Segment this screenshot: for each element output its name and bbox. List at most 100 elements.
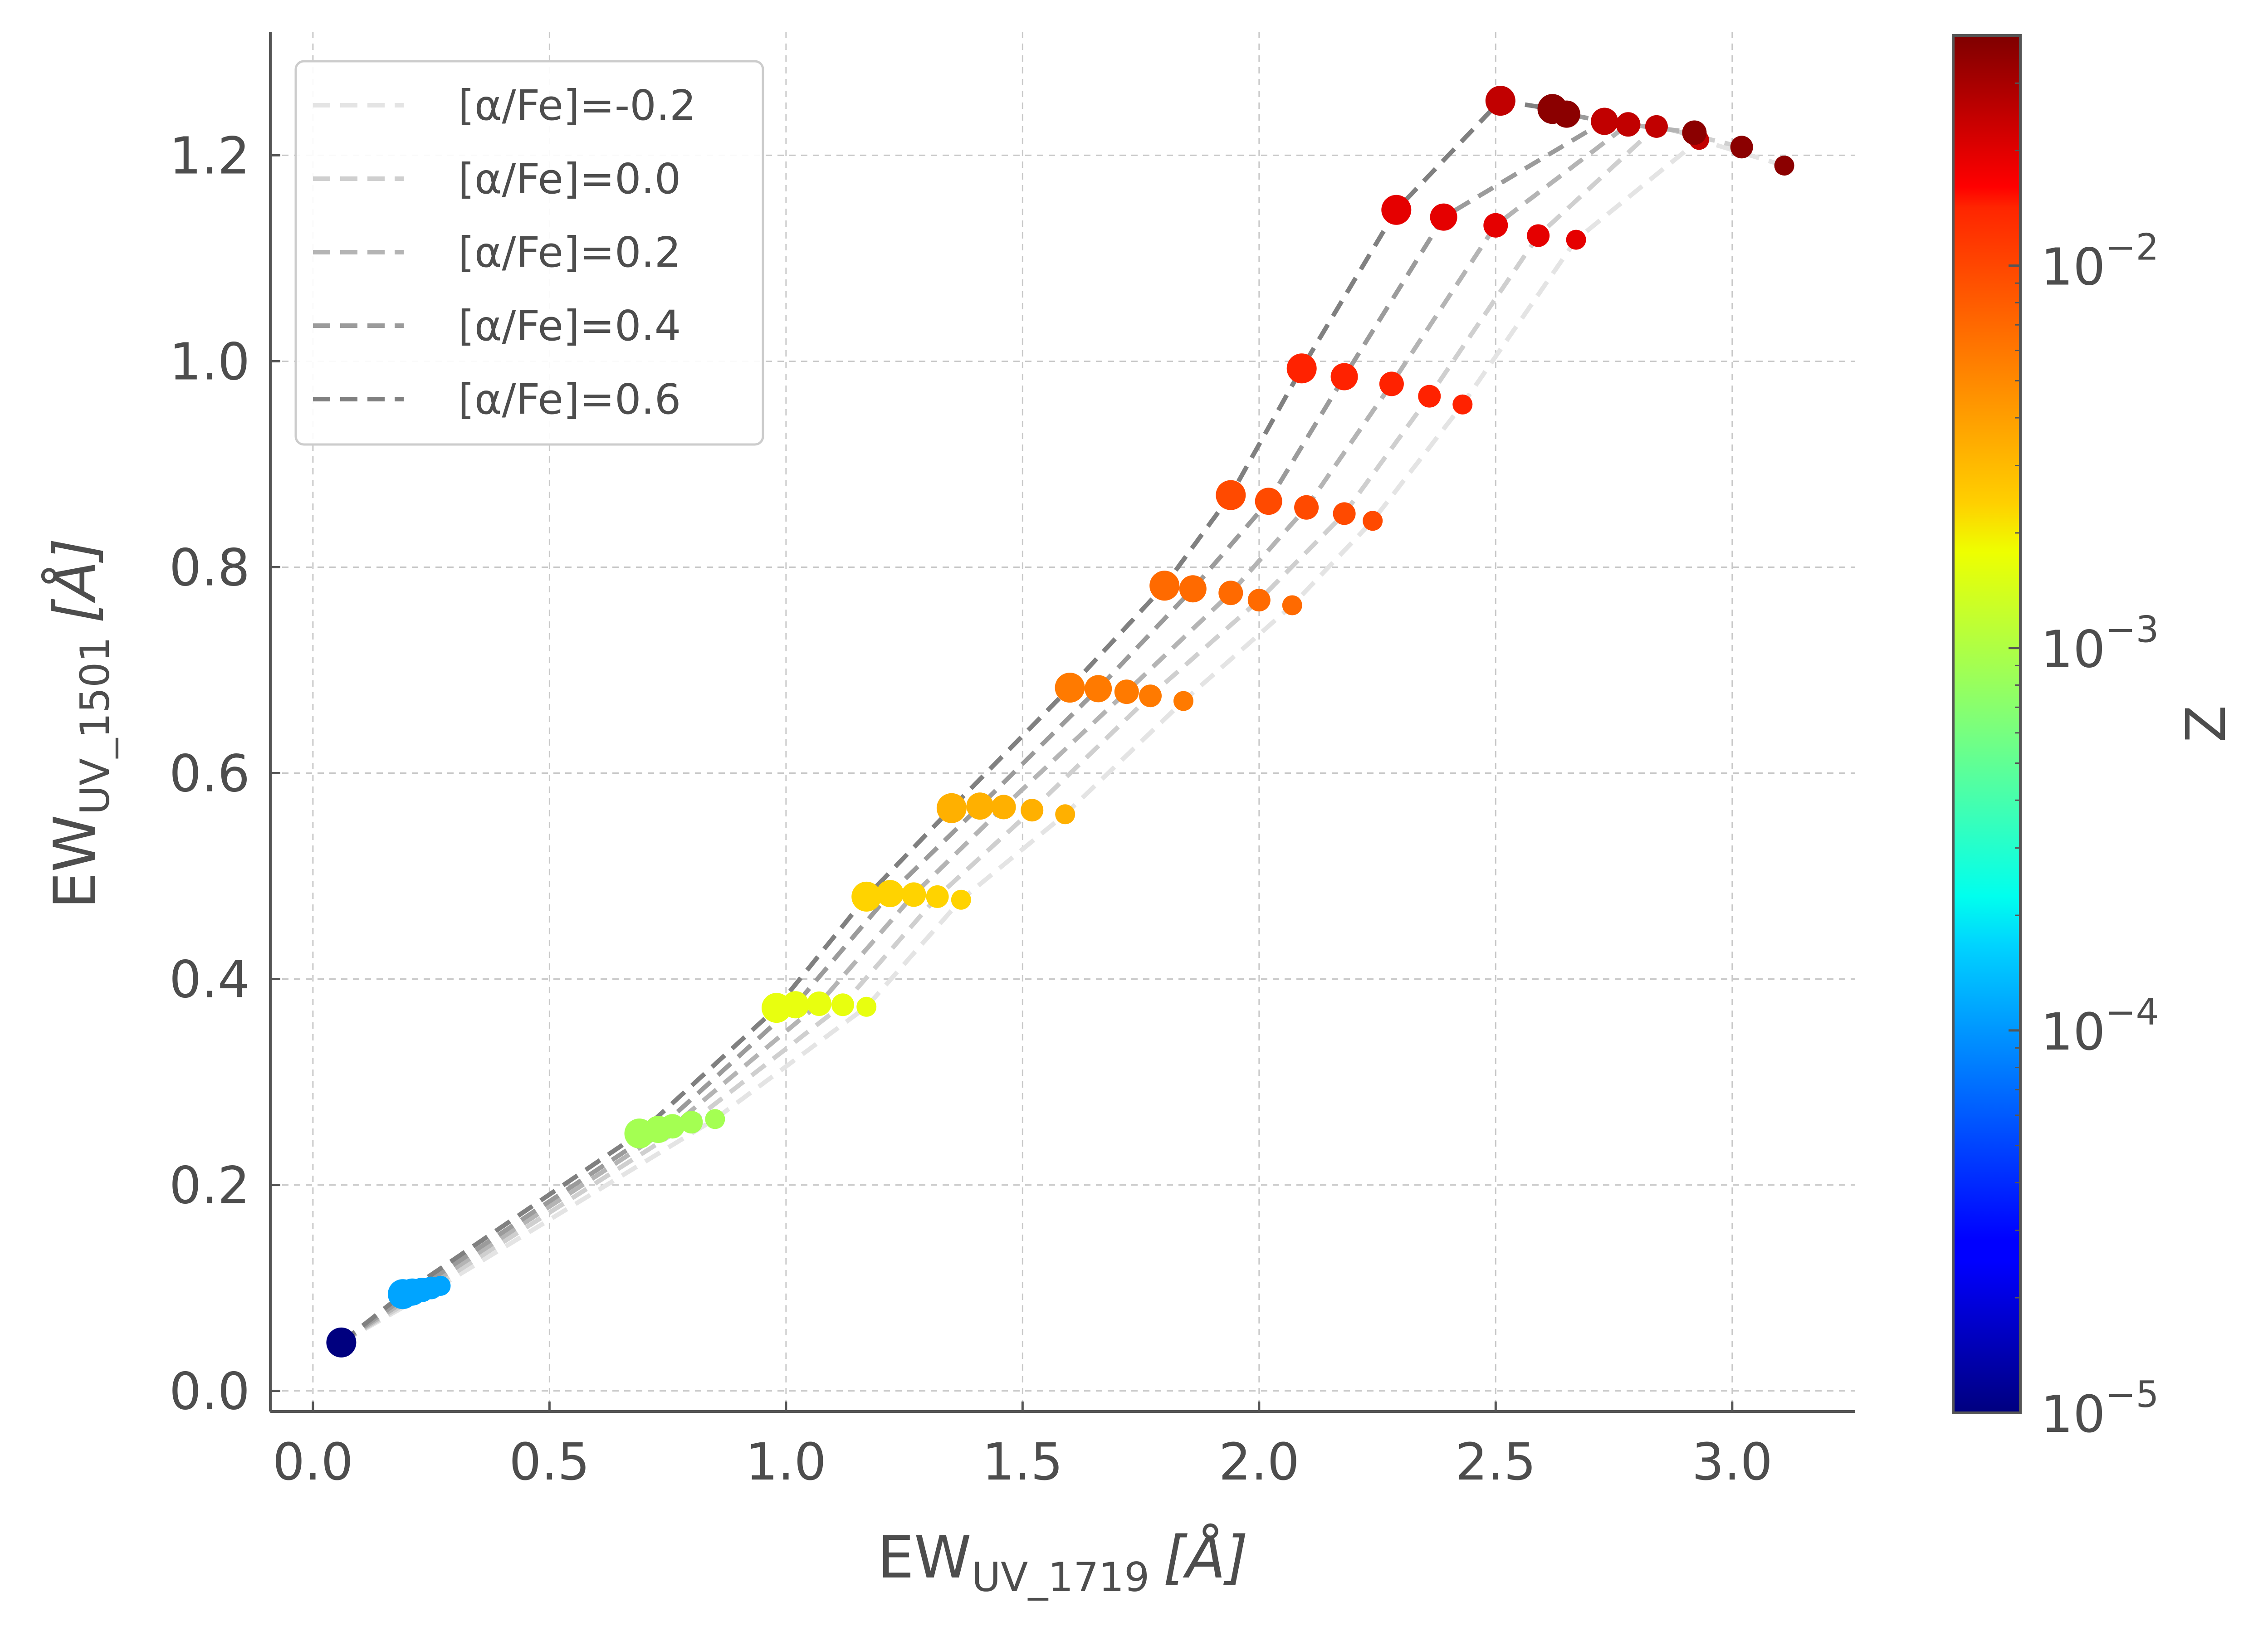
data-point <box>1537 94 1568 124</box>
data-point <box>1149 571 1180 601</box>
data-point <box>1218 581 1243 606</box>
data-point <box>1418 385 1441 408</box>
data-point <box>388 1279 418 1309</box>
colorbar-tick-exponent: −4 <box>2106 991 2159 1033</box>
data-point <box>1527 224 1550 247</box>
data-point <box>1255 488 1282 515</box>
data-point <box>326 1327 357 1358</box>
legend-label: [α/Fe]=0.4 <box>458 302 681 350</box>
y-axis-title-unit: [Å] <box>41 538 109 623</box>
data-point <box>1330 363 1358 391</box>
data-point <box>1247 589 1271 612</box>
x-tick-label: 1.0 <box>746 1433 826 1492</box>
x-axis-title-unit: [Å] <box>1163 1524 1248 1592</box>
colorbar: 10−510−410−310−2 Z <box>1952 34 2238 1444</box>
colorbar-tick-base: 10 <box>2041 238 2106 297</box>
tick-layer: 0.0 0.5 1.0 1.5 2.0 2.5 3.0 0.0 0.2 0.4 0.6 0.8 1.0 1… <box>169 127 1773 1492</box>
y-tick-label: 0.8 <box>169 538 250 597</box>
point-layer <box>326 86 1794 1358</box>
data-point <box>1055 673 1085 703</box>
data-point <box>1216 480 1246 510</box>
data-point <box>1616 112 1641 137</box>
colorbar-gradient <box>1952 34 2022 1414</box>
data-point <box>1566 230 1586 250</box>
data-point <box>1085 675 1112 703</box>
data-point <box>951 889 971 910</box>
x-axis-title-base: EW <box>877 1524 971 1592</box>
y-axis-title: EWUV_1501 [Å] <box>41 538 118 908</box>
data-point <box>1363 511 1383 531</box>
x-tick-label: 1.5 <box>982 1433 1063 1492</box>
data-point <box>1282 595 1302 615</box>
data-point <box>1774 156 1794 176</box>
colorbar-tick-base: 10 <box>2041 1385 2106 1444</box>
data-point <box>851 881 882 912</box>
data-point <box>926 885 949 908</box>
legend-label: [α/Fe]=0.0 <box>458 155 681 203</box>
data-point <box>876 880 904 908</box>
y-tick-label: 0.6 <box>169 745 250 804</box>
data-point <box>831 993 854 1016</box>
colorbar-tick-exponent: −2 <box>2106 226 2159 269</box>
data-point <box>1430 203 1457 231</box>
data-point <box>1682 120 1707 145</box>
colorbar-label: Z <box>2175 705 2238 742</box>
data-point <box>762 993 792 1023</box>
y-tick-label: 0.0 <box>169 1363 250 1421</box>
data-point <box>1485 86 1515 116</box>
x-tick-label: 2.5 <box>1455 1433 1536 1492</box>
x-axis-title-sub: UV_1719 <box>972 1554 1150 1601</box>
data-point <box>1114 679 1139 704</box>
y-axis-title-base: EW <box>42 815 109 908</box>
data-point <box>1379 371 1404 396</box>
data-point <box>856 996 877 1017</box>
data-point <box>991 795 1016 820</box>
data-point <box>680 1111 703 1134</box>
legend-box <box>294 60 764 446</box>
data-point <box>1333 502 1356 525</box>
colorbar-tick-exponent: −5 <box>2106 1373 2159 1416</box>
data-point <box>705 1109 725 1129</box>
data-point <box>1139 684 1162 708</box>
colorbar-tick-exponent: −3 <box>2106 609 2159 651</box>
x-tick-label: 0.5 <box>509 1433 590 1492</box>
legend-items: [α/Fe]=-0.2 [α/Fe]=0.0 [α/Fe]=0.2 [α/Fe]=0.… <box>313 81 696 424</box>
data-point <box>807 991 831 1016</box>
data-point <box>1179 575 1207 603</box>
data-point <box>1055 804 1075 825</box>
colorbar-tick-base: 10 <box>2041 620 2106 679</box>
legend-label: [α/Fe]=-0.2 <box>458 81 696 130</box>
data-point <box>1483 213 1508 238</box>
y-tick-label: 0.4 <box>169 951 250 1010</box>
data-point <box>1452 394 1473 415</box>
y-tick-label: 1.2 <box>169 127 250 186</box>
data-point <box>1286 353 1317 384</box>
colorbar-tick-label: 10−2 <box>2041 226 2159 297</box>
y-tick-label: 1.0 <box>169 332 250 391</box>
data-point <box>901 882 926 907</box>
colorbar-tick-label: 10−3 <box>2041 609 2159 679</box>
data-point <box>936 793 967 823</box>
data-point <box>1173 691 1193 711</box>
data-point <box>1294 495 1319 520</box>
data-point <box>966 792 994 820</box>
y-axis-title-sub: UV_1501 <box>72 637 118 815</box>
data-point <box>1381 195 1412 225</box>
axes-frame <box>269 32 1855 1413</box>
colorbar-tick-label: 10−5 <box>2041 1373 2159 1444</box>
data-point <box>1645 115 1668 138</box>
x-tick-label: 2.0 <box>1219 1433 1300 1492</box>
x-tick-label: 3.0 <box>1692 1433 1773 1492</box>
legend-label: [α/Fe]=0.2 <box>458 228 681 277</box>
data-point <box>1021 799 1044 822</box>
y-tick-label: 0.2 <box>169 1157 250 1216</box>
legend-label: [α/Fe]=0.6 <box>458 375 681 424</box>
x-axis-title: EWUV_1719 [Å] <box>877 1524 1248 1601</box>
colorbar-tick-label: 10−4 <box>2041 991 2159 1062</box>
colorbar-ticks: 10−510−410−310−2 <box>2009 34 2159 1444</box>
data-point <box>1591 107 1618 135</box>
data-point <box>1730 136 1753 159</box>
x-tick-label: 0.0 <box>273 1433 353 1492</box>
